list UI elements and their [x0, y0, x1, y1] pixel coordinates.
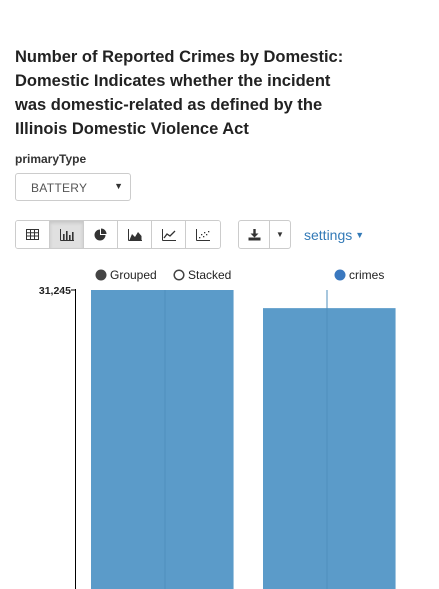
download-menu-button[interactable]: ▼	[270, 221, 290, 248]
pie-chart-icon	[94, 228, 107, 241]
bars	[91, 290, 396, 589]
download-toolbar: ▼	[238, 220, 291, 249]
chart-legend: Grouped Stacked crimes	[95, 268, 385, 282]
settings-dropdown[interactable]: settings ▼	[304, 227, 364, 243]
stacked-option[interactable]: Stacked	[173, 268, 231, 282]
settings-label: settings	[304, 227, 353, 243]
chevron-down-icon: ▼	[114, 181, 123, 191]
parameter-label: primaryType	[15, 152, 87, 166]
caret-down-icon: ▼	[355, 230, 365, 240]
pie-chart-button[interactable]	[84, 221, 118, 248]
area-chart-button[interactable]	[118, 221, 152, 248]
y-axis-ticks: 31,245	[39, 285, 76, 297]
series-legend-crimes[interactable]: crimes	[334, 268, 385, 282]
line-chart-icon	[161, 228, 176, 241]
chart-title: Number of Reported Crimes by Domestic: D…	[15, 48, 344, 138]
bar-chart: Grouped Stacked crimes 31,245	[39, 268, 396, 589]
download-button[interactable]	[239, 221, 270, 248]
area-chart-icon	[127, 228, 142, 241]
series-dot-icon	[334, 269, 346, 281]
grouped-label: Grouped	[110, 268, 157, 282]
scatter-chart-icon	[196, 228, 210, 241]
primary-type-select[interactable]: BATTERY ▼	[15, 173, 131, 201]
download-icon	[248, 228, 260, 240]
table-view-button[interactable]	[16, 221, 50, 248]
bar-chart-button[interactable]	[50, 221, 84, 248]
grouped-radio-icon	[95, 269, 107, 281]
grouped-option[interactable]: Grouped	[95, 268, 157, 282]
chevron-down-icon: ▼	[276, 230, 284, 239]
series-legend-label: crimes	[349, 268, 384, 282]
table-icon	[26, 229, 39, 240]
stacked-label: Stacked	[188, 268, 231, 282]
stacked-radio-icon	[173, 269, 185, 281]
scatter-chart-button[interactable]	[186, 221, 220, 248]
line-chart-button[interactable]	[152, 221, 186, 248]
bar[interactable]	[91, 290, 234, 589]
bar-chart-icon	[59, 228, 74, 241]
bar[interactable]	[263, 308, 396, 589]
y-tick-label: 31,245	[39, 285, 71, 297]
chart-type-toolbar	[15, 220, 221, 249]
primary-type-value: BATTERY	[31, 181, 88, 195]
